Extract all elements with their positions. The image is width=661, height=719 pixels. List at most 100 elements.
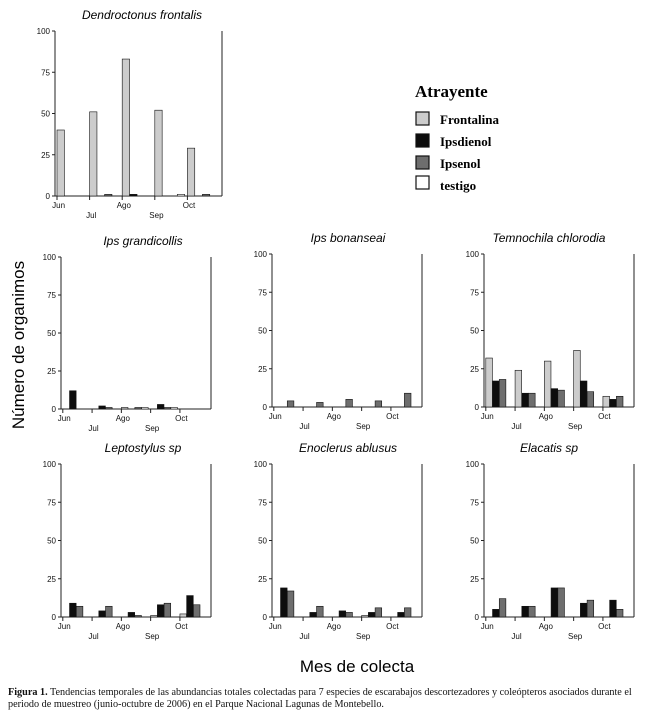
x-tick-label-jul: Jul xyxy=(511,422,521,431)
x-tick-label-sep: Sep xyxy=(568,422,583,431)
y-tick-label: 75 xyxy=(258,288,267,297)
bar-ipsdienol-sep xyxy=(368,612,376,618)
panel-title: Temnochila chlorodia xyxy=(493,231,606,245)
bar-ipsenol-ago xyxy=(557,587,565,618)
bar-ipsenol-sep xyxy=(374,400,383,408)
bar-ipsenol-oct xyxy=(404,392,412,408)
x-tick-label-oct: Oct xyxy=(386,412,399,421)
panel-elacatis-sp: Elacatis sp 0 25 50 75 100 Jun Jul Ago Sep Oct xyxy=(466,441,635,641)
x-tick-label-oct: Oct xyxy=(598,622,611,631)
bar-ipsdienol-jun xyxy=(492,609,500,618)
bar-ipsenol-jul xyxy=(105,605,113,618)
bar-ipsenol-ago xyxy=(134,615,142,618)
y-tick-label: 100 xyxy=(466,460,480,469)
legend-label-ipsdienol: Ipsdienol xyxy=(440,134,492,149)
y-tick-label: 75 xyxy=(258,498,267,507)
bar-ipsenol-ago xyxy=(134,407,142,410)
legend-label-testigo: testigo xyxy=(440,178,476,193)
bar-ipsenol-sep xyxy=(163,602,172,618)
bar-frontalina-ago xyxy=(121,407,129,410)
x-tick-label-ago: Ago xyxy=(327,622,342,631)
bar-ipsdienol-oct xyxy=(186,595,194,618)
bar-frontalina-sep xyxy=(150,615,158,618)
bar-ipsenol-jul xyxy=(105,407,113,410)
x-tick-label-sep: Sep xyxy=(145,424,160,433)
y-tick-label: 100 xyxy=(254,250,268,259)
bar-ipsenol-oct xyxy=(616,609,624,618)
panel-ips-bonanseai: Ips bonanseai 0 25 50 75 100 Jun Jul Ago Sep Oct xyxy=(254,231,423,431)
bar-frontalina-ago xyxy=(544,360,552,408)
y-tick-label: 100 xyxy=(37,27,51,36)
x-tick-label-jun: Jun xyxy=(481,622,494,631)
bar-ipsenol-jul xyxy=(104,194,113,197)
bar-ipsdienol-jul xyxy=(98,610,106,618)
x-tick-label-jun: Jun xyxy=(269,412,282,421)
panel-ips-grandicollis: Ips grandicollis 0 25 50 75 100 Jun Jul Ago Sep Oc… xyxy=(43,234,212,433)
bar-ipsdienol-jul xyxy=(98,405,106,410)
y-tick-label: 25 xyxy=(258,575,267,584)
y-tick-label: 25 xyxy=(47,367,56,376)
y-tick-label: 75 xyxy=(470,498,479,507)
y-tick-label: 0 xyxy=(52,405,57,414)
y-axis-label: Número de organimos xyxy=(9,261,28,429)
x-tick-label-jun: Jun xyxy=(58,622,71,631)
x-tick-label-jun: Jun xyxy=(269,622,282,631)
panel-leptostylus-sp: Leptostylus sp 0 25 50 75 100 Jun Jul Ago Sep Oct xyxy=(43,441,212,641)
bar-ipsdienol-sep xyxy=(157,404,165,410)
x-tick-label-jul: Jul xyxy=(511,632,521,641)
x-tick-label-jun: Jun xyxy=(52,201,65,210)
caption-label: Figura 1. xyxy=(8,687,48,698)
bar-ipsenol-jun xyxy=(286,590,295,618)
x-tick-label-jul: Jul xyxy=(299,632,309,641)
legend-swatch-frontalina xyxy=(415,111,430,126)
legend: Atrayente Frontalina Ipsdienol Ipsenol t… xyxy=(415,82,499,193)
panel-temnochila-chlorodia: Temnochila chlorodia 0 25 50 75 100 Jun Jul Ago S… xyxy=(466,231,635,431)
bar-ipsdienol-ago xyxy=(127,612,135,618)
legend-label-ipsenol: Ipsenol xyxy=(440,156,481,171)
bar-frontalina-jun xyxy=(485,357,493,408)
bar-frontalina-ago xyxy=(121,58,130,197)
bar-frontalina-jul xyxy=(514,369,522,408)
x-tick-label-sep: Sep xyxy=(568,632,583,641)
y-tick-label: 0 xyxy=(263,403,268,412)
y-tick-label: 25 xyxy=(41,151,50,160)
x-tick-label-sep: Sep xyxy=(356,422,371,431)
x-tick-label-ago: Ago xyxy=(539,412,554,421)
bar-ipsdienol-jul xyxy=(309,612,317,618)
bar-testigo-sep xyxy=(176,194,185,197)
y-tick-label: 0 xyxy=(46,192,51,201)
bar-frontalina-oct xyxy=(187,147,196,197)
bar-ipsdienol-oct xyxy=(397,612,405,618)
panel-title: Enoclerus ablusus xyxy=(299,441,397,455)
panel-enoclerus-ablusus: Enoclerus ablusus 0 25 50 75 100 Jun Jul Ago Sep O… xyxy=(254,441,423,641)
bar-ipsenol-jun xyxy=(286,400,295,408)
chart-panels: Dendroctonus frontalis 0 25 50 75 100 Jun Jul Ag… xyxy=(37,8,635,641)
x-tick-label-oct: Oct xyxy=(183,201,196,210)
panel-title: Ips bonanseai xyxy=(311,231,386,245)
y-tick-label: 25 xyxy=(470,575,479,584)
x-tick-label-sep: Sep xyxy=(149,211,164,220)
x-tick-label-ago: Ago xyxy=(539,622,554,631)
bar-ipsdienol-oct xyxy=(609,399,617,408)
x-tick-label-jul: Jul xyxy=(88,424,98,433)
bar-ipsenol-oct xyxy=(202,194,211,197)
bar-ipsenol-ago xyxy=(557,389,565,408)
y-tick-label: 75 xyxy=(470,288,479,297)
y-tick-label: 50 xyxy=(258,537,267,546)
panel-title: Leptostylus sp xyxy=(105,441,182,455)
bar-frontalina-sep xyxy=(154,109,163,197)
bar-frontalina-sep xyxy=(361,615,369,618)
bar-testigo-ago xyxy=(141,407,149,410)
y-tick-label: 25 xyxy=(258,365,267,374)
bar-ipsenol-jun xyxy=(75,605,84,618)
x-tick-label-oct: Oct xyxy=(175,622,188,631)
y-tick-label: 50 xyxy=(258,327,267,336)
x-tick-label-jul: Jul xyxy=(86,211,96,220)
y-tick-label: 50 xyxy=(47,537,56,546)
bar-ipsenol-oct xyxy=(193,604,201,618)
bar-ipsenol-jul xyxy=(316,402,324,408)
caption-text: Tendencias temporales de las abundancias… xyxy=(8,687,632,710)
y-tick-label: 75 xyxy=(47,498,56,507)
legend-swatch-ipsenol xyxy=(415,155,430,170)
